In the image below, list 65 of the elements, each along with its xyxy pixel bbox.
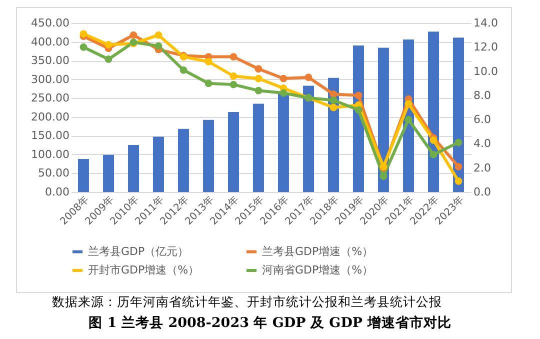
point — [230, 72, 238, 80]
y-tick-label: 450.00 — [31, 16, 70, 30]
y2-tick-label: 4.0 — [474, 137, 491, 150]
y-tick-label: 150.00 — [31, 129, 70, 142]
point — [154, 42, 162, 50]
point — [204, 58, 212, 66]
legend-label: 兰考县GDP增速（%） — [262, 244, 374, 258]
text: 图 1 兰考县 2008-2023 年 GDP 及 GDP 增速省市对比 — [88, 314, 452, 332]
point — [154, 31, 162, 39]
point — [280, 74, 288, 82]
bar — [178, 128, 189, 192]
y2-tick-label: 6.0 — [474, 113, 491, 126]
point — [80, 30, 88, 38]
y2-tick-label: 0.0 — [474, 186, 491, 198]
y-tick-label: 50.00 — [38, 166, 70, 180]
y2-tick-label: 10.0 — [474, 64, 498, 78]
point — [80, 43, 88, 51]
y-tick-label: 350.00 — [31, 54, 70, 68]
legend-label: 开封市GDP增速（%） — [88, 264, 200, 276]
bar — [203, 120, 214, 192]
point — [130, 31, 138, 39]
point — [354, 92, 362, 100]
source-note: 数据来源：历年河南省统计年鉴、开封市统计公报和兰考县统计公报 — [52, 294, 442, 311]
point — [254, 65, 262, 73]
bar — [253, 104, 264, 192]
point — [230, 80, 238, 88]
y-tick-label: 100.00 — [31, 148, 70, 161]
point — [104, 41, 112, 48]
legend-label: 河南省GDP增速（%） — [262, 264, 374, 276]
legend-label: 兰考县GDP（亿元） — [88, 244, 189, 258]
point — [254, 86, 262, 94]
point — [330, 96, 338, 104]
point — [330, 104, 338, 112]
bar — [78, 158, 89, 192]
y-tick-label: 300.00 — [31, 72, 70, 86]
y2-tick-label: 14.0 — [474, 16, 498, 30]
y-tick-label: 400.00 — [31, 35, 70, 48]
point — [354, 106, 362, 114]
point — [454, 138, 462, 146]
y-tick-label: 250.00 — [31, 92, 70, 105]
point — [404, 100, 412, 108]
bar — [128, 145, 139, 192]
y2-tick-label: 8.0 — [474, 88, 491, 102]
point — [304, 74, 312, 82]
y-tick-label: 200.00 — [31, 110, 70, 124]
point — [404, 116, 412, 124]
point — [204, 80, 212, 88]
point — [104, 56, 112, 63]
bar — [153, 136, 164, 192]
point — [254, 74, 262, 82]
point — [454, 162, 462, 170]
y2-tick-label: 12.0 — [474, 40, 498, 54]
bar — [303, 86, 314, 192]
point — [430, 136, 438, 144]
point — [380, 172, 388, 180]
point — [280, 89, 288, 97]
point — [454, 177, 462, 185]
bar — [103, 154, 114, 192]
bar — [278, 92, 289, 192]
bar — [228, 112, 239, 192]
point — [230, 53, 238, 60]
point — [180, 66, 188, 74]
point — [430, 150, 438, 158]
y2-tick-label: 2.0 — [474, 161, 491, 174]
y-tick-label: 0.00 — [45, 186, 70, 198]
